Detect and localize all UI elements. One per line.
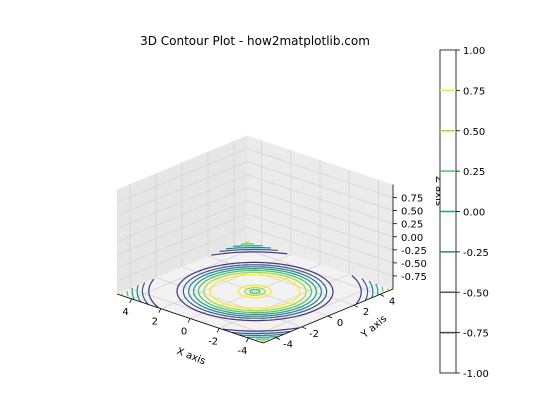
colorbar-tick-label: 0.25: [463, 167, 485, 178]
colorbar-tick-label: 0.50: [463, 127, 485, 138]
gridline-y-floor: [207, 255, 355, 306]
colorbar-tick-label: -1.00: [463, 369, 489, 380]
gridline-y-floor: [155, 277, 303, 328]
gridline-z-back-yz: [116, 174, 248, 230]
z-tick-label: -0.25: [401, 246, 427, 257]
z-tick-label: 0.75: [401, 194, 423, 205]
y-tick-label: 2: [363, 307, 369, 318]
contour-line: [351, 275, 362, 305]
z-tick-label: 0.50: [401, 207, 423, 218]
contour-line: [182, 264, 328, 319]
x-tick-label: 2: [152, 317, 158, 328]
contour-lines: [121, 241, 389, 342]
contour-line: [247, 336, 278, 338]
colorbar: 1.00 0.75 0.50 0.25 0.00 -0.25 -0.50 -0.75 -1.00: [439, 46, 489, 380]
axes-panes: [117, 135, 393, 343]
z-tick-label: 0.00: [401, 233, 423, 244]
y-tick-mark: [275, 337, 281, 340]
contour-line: [244, 287, 266, 296]
colorbar-tick-label: -0.50: [463, 288, 489, 299]
contour-line: [239, 333, 285, 337]
z-tick-label: -0.75: [401, 272, 427, 283]
gridline-z-back-xz: [246, 213, 394, 264]
gridline-z-back-yz: [116, 161, 248, 216]
contour-line: [136, 285, 142, 303]
z-tick-label: 0.25: [401, 220, 423, 231]
y-tick-label: -4: [283, 340, 293, 351]
contour-line: [249, 289, 261, 294]
gridline-z-back-yz: [116, 213, 248, 269]
colorbar-tick-label: -0.25: [463, 248, 489, 259]
gridline-z-back-xz: [246, 226, 394, 277]
axis-ticks: -4 -2 0 2 4 -4 -2 0 2 4 0.75 0.50 0.25 0.00 -0.25 -0.50…: [122, 194, 426, 358]
contour-line: [232, 330, 291, 335]
x-tick-label: 0: [181, 327, 187, 338]
gridline-z-back-xz: [246, 148, 394, 198]
y-tick-mark: [379, 294, 385, 297]
contour-line: [148, 278, 159, 308]
colorbar-tick-label: 0.75: [463, 86, 485, 97]
gridline-z-back-xz: [246, 187, 394, 238]
x-axis-label: X axis: [175, 346, 207, 367]
x-tick-mark: [158, 308, 162, 313]
colorbar-tick-label: -0.75: [463, 329, 489, 340]
y-tick-mark: [353, 304, 359, 308]
contour-line: [187, 266, 323, 317]
x-tick-mark: [216, 328, 220, 333]
contour-line: [219, 248, 278, 253]
colorbar-tick-label: 0.00: [463, 208, 485, 219]
gridline-z-back-yz: [116, 187, 248, 243]
contour-line: [131, 288, 135, 300]
gridline-z-back-yz: [116, 148, 248, 203]
gridline-y-floor: [181, 266, 329, 317]
contour-line: [225, 246, 271, 250]
x-tick-label: -2: [208, 336, 218, 347]
contour-line: [209, 274, 301, 309]
contour-line: [361, 278, 369, 301]
x-tick-mark: [246, 337, 249, 343]
y-tick-label: -2: [309, 329, 319, 340]
gridline-z-back-xz: [246, 174, 394, 225]
gridline-z-back-yz: [116, 226, 248, 282]
x-tick-mark: [187, 318, 191, 323]
contour-line: [197, 269, 313, 314]
x-tick-mark: [129, 298, 132, 304]
chart-title: 3D Contour Plot - how2matplotlib.com: [140, 34, 370, 48]
contour-line: [375, 283, 379, 295]
contour-line: [232, 245, 263, 247]
contour-line: [222, 327, 299, 332]
gridline-z-back-xz: [246, 161, 394, 212]
contour-line: [203, 271, 307, 312]
contour-line: [381, 286, 384, 292]
gridline-z-back-yz: [116, 200, 248, 256]
contour-line: [211, 251, 288, 256]
contour-line: [176, 261, 334, 322]
z-axis-label: Z axis: [433, 176, 444, 206]
x-tick-label: 4: [122, 307, 128, 318]
z-tick-label: -0.50: [401, 259, 427, 270]
contour-line: [368, 280, 374, 298]
y-tick-mark: [301, 326, 307, 330]
y-tick-mark: [327, 315, 333, 319]
gridline-z-back-xz: [246, 200, 394, 251]
contour-line: [126, 291, 129, 297]
y-tick-label: 4: [389, 296, 395, 307]
contour-line: [237, 284, 273, 299]
colorbar-tick-label: 1.00: [463, 46, 485, 57]
contour-line: [141, 282, 149, 305]
contour-line: [193, 268, 317, 315]
axes-grid: [116, 140, 394, 339]
x-tick-label: -4: [237, 346, 247, 357]
y-tick-label: 0: [337, 318, 343, 329]
